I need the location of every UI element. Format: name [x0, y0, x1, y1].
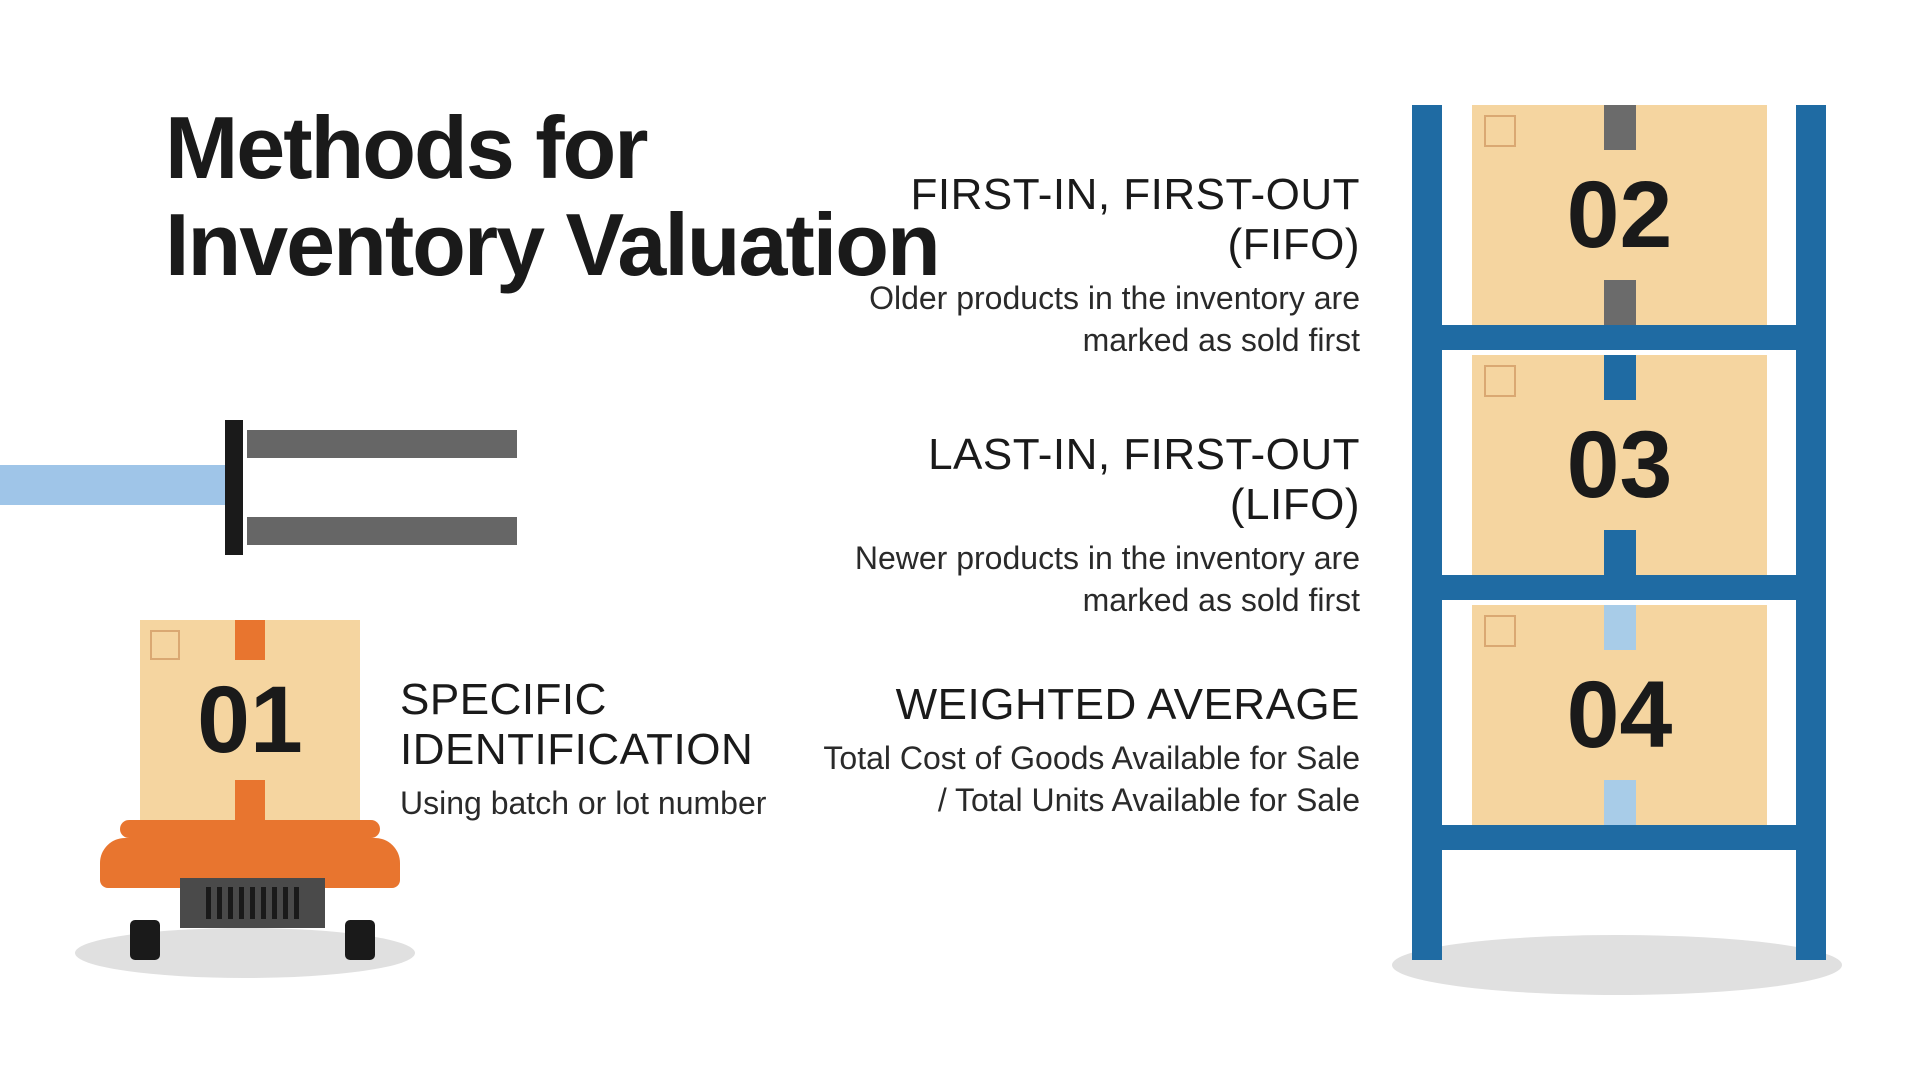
box-number: 03 — [1567, 411, 1673, 520]
box-symbol-icon — [1484, 115, 1516, 147]
box-tape — [1604, 355, 1636, 400]
box-symbol-icon — [1484, 365, 1516, 397]
method-weighted-average: WEIGHTED AVERAGE Total Cost of Goods Ava… — [810, 680, 1360, 821]
method-title: LAST-IN, FIRST-OUT (LIFO) — [810, 430, 1360, 530]
arm-bar — [0, 465, 225, 505]
method-desc: Total Cost of Goods Available for Sale /… — [810, 738, 1360, 821]
box-tape — [1604, 280, 1636, 325]
box-tape — [1604, 780, 1636, 825]
method-title: FIRST-IN, FIRST-OUT (FIFO) — [810, 170, 1360, 270]
method-lifo: LAST-IN, FIRST-OUT (LIFO) Newer products… — [810, 430, 1360, 621]
box-symbol-icon — [1484, 615, 1516, 647]
box-number: 02 — [1567, 161, 1673, 270]
shelf-post — [1412, 105, 1442, 960]
shelf-post — [1796, 105, 1826, 960]
method-fifo: FIRST-IN, FIRST-OUT (FIFO) Older product… — [810, 170, 1360, 361]
shelf-bar — [1442, 325, 1796, 350]
cart-wheel — [130, 920, 160, 960]
box-01: 01 — [140, 620, 360, 820]
box-number: 04 — [1567, 661, 1673, 770]
box-tape — [235, 780, 265, 820]
method-desc: Newer products in the inventory are mark… — [810, 538, 1360, 621]
box-04: 04 — [1472, 605, 1767, 825]
shelf-bar — [1442, 825, 1796, 850]
cart-wheel — [345, 920, 375, 960]
box-02: 02 — [1472, 105, 1767, 325]
title-line-1: Methods for — [165, 98, 647, 197]
box-tape — [1604, 530, 1636, 575]
cart-platform — [120, 820, 380, 838]
box-number: 01 — [197, 666, 303, 775]
method-desc: Older products in the inventory are mark… — [810, 278, 1360, 361]
box-tape — [1604, 105, 1636, 150]
shelf-bar — [1442, 575, 1796, 600]
box-symbol-icon — [150, 630, 180, 660]
fork-bottom — [247, 517, 517, 545]
arm-vertical — [225, 420, 243, 555]
shadow — [1392, 935, 1842, 995]
box-tape — [235, 620, 265, 660]
box-03: 03 — [1472, 355, 1767, 575]
cart-grille — [180, 878, 325, 928]
fork-top — [247, 430, 517, 458]
box-tape — [1604, 605, 1636, 650]
method-title: WEIGHTED AVERAGE — [810, 680, 1360, 730]
